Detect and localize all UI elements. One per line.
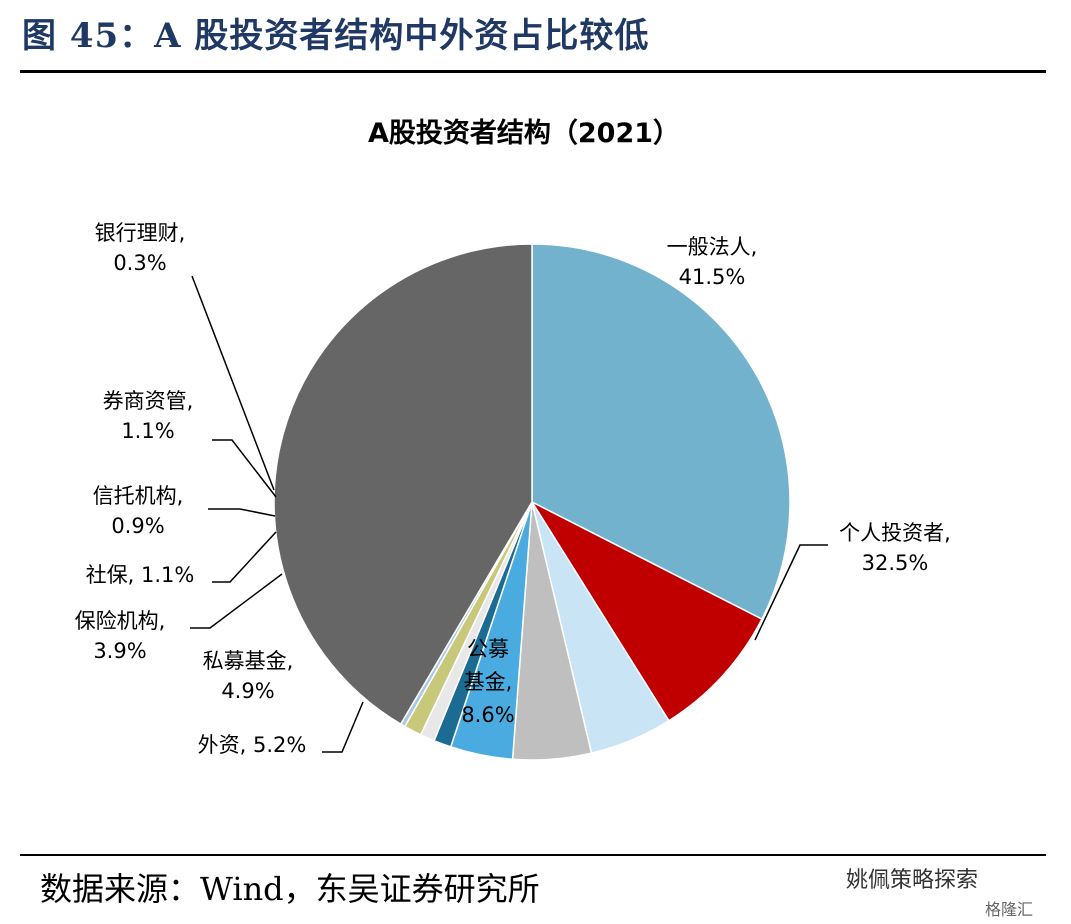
top-rule <box>20 70 1046 73</box>
slice-label-line: 外资, 5.2% <box>198 733 307 757</box>
slice-label-5: 社保, 1.1% <box>86 563 195 587</box>
slice-label-4: 保险机构, 3.9% <box>75 609 166 663</box>
chart-title: A股投资者结构（2021） <box>368 118 680 149</box>
pie-slice-0 <box>531 243 791 621</box>
leader-line-4 <box>190 573 283 629</box>
slice-label-line: 32.5% <box>862 551 929 575</box>
slice-label-line: 社保, 1.1% <box>86 563 195 587</box>
leader-lines <box>190 275 828 753</box>
slice-label-line: 一般法人, <box>667 235 758 259</box>
slice-label-line: 保险机构, <box>75 609 166 633</box>
leader-line-5 <box>212 531 277 583</box>
slice-label-6: 信托机构, 0.9% <box>93 484 184 538</box>
slice-label-line: 41.5% <box>679 265 746 289</box>
slice-labels: 个人投资者, 32.5% 公募基金, 8.6% 外资, 5.2% 私募基金, 4.9% 保险机… <box>75 221 951 757</box>
slice-label-line: 0.3% <box>113 251 166 275</box>
slice-label-line: 私募基金, <box>203 649 294 673</box>
watermark-secondary: 格隆汇 <box>985 900 1034 919</box>
slice-label-line: 银行理财, <box>95 221 186 245</box>
source-note: 数据来源：Wind，东吴证券研究所 <box>40 870 540 908</box>
slice-label-line: 公募 <box>467 637 509 661</box>
leader-line-0 <box>754 544 828 641</box>
slice-label-line: 信托机构, <box>93 484 184 508</box>
leader-line-7 <box>212 439 277 498</box>
figure-title: 图 45：A 股投资者结构中外资占比较低 <box>22 16 650 56</box>
slice-label-7: 券商资管, 1.1% <box>103 389 194 443</box>
slice-label-9: 一般法人, 41.5% <box>667 235 758 289</box>
bottom-rule <box>20 854 1046 856</box>
slice-label-line: 8.6% <box>461 703 514 727</box>
pie-slices <box>273 243 791 761</box>
slice-label-line: 4.9% <box>221 679 274 703</box>
slice-label-line: 基金, <box>464 670 513 694</box>
slice-label-line: 券商资管, <box>103 389 194 413</box>
slice-label-line: 个人投资者, <box>839 521 951 545</box>
leader-line-6 <box>208 508 276 517</box>
watermark: 姚佩策略探索 <box>846 868 979 893</box>
slice-label-8: 银行理财, 0.3% <box>95 221 186 275</box>
slice-label-1: 公募基金, 8.6% <box>461 637 514 727</box>
leader-line-2 <box>322 701 364 753</box>
slice-label-2: 外资, 5.2% <box>198 733 307 757</box>
slice-label-0: 个人投资者, 32.5% <box>839 521 951 575</box>
slice-label-3: 私募基金, 4.9% <box>203 649 294 703</box>
slice-label-line: 0.9% <box>111 514 164 538</box>
leader-line-8 <box>191 275 275 491</box>
slice-label-line: 1.1% <box>121 419 174 443</box>
slice-label-line: 3.9% <box>93 639 146 663</box>
pie-slice-1 <box>529 500 763 722</box>
pie-slice-9 <box>273 243 533 726</box>
